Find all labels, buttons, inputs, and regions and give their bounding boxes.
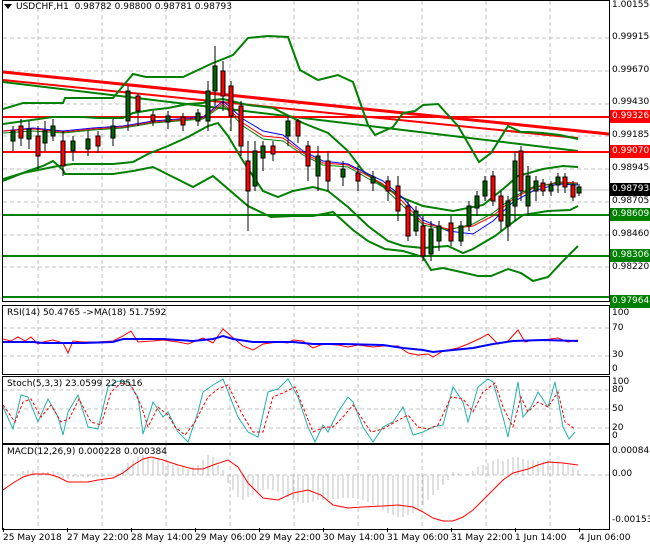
stoch-axis-label: 0 <box>612 431 618 441</box>
rsi-axis-label: 0 <box>612 364 618 374</box>
time-tick <box>515 528 516 532</box>
macd-axis-label: 0.000843 <box>612 446 650 456</box>
price-axis-label: 0.98945 <box>612 163 650 173</box>
time-tick <box>131 528 132 532</box>
rsi-axis-label: 70 <box>612 323 624 333</box>
rsi-axis-label: 30 <box>612 350 624 360</box>
price-axis-label: 0.99670 <box>612 65 650 75</box>
price-axis-label: 0.98220 <box>612 262 650 272</box>
time-tick <box>387 528 388 532</box>
macd-axis-label: 0.00 <box>612 469 633 479</box>
stoch-axis-label: 20 <box>612 423 624 433</box>
time-tick <box>579 528 580 532</box>
time-tick <box>451 528 452 532</box>
time-axis-label: 4 Jun 06:00 <box>579 533 631 543</box>
resistance-level-tag: 0.99326 <box>610 110 650 123</box>
stoch-axis-label: 50 <box>612 404 624 414</box>
price-axis-label: 1.00155 <box>612 0 650 10</box>
price-axis-label: 0.99430 <box>612 97 650 107</box>
time-tick <box>259 528 260 532</box>
stoch-chart-svg <box>3 377 609 443</box>
time-axis-label: 25 May 2018 <box>3 533 62 543</box>
time-axis-label: 29 May 22:00 <box>259 533 321 543</box>
main-price-pane[interactable] <box>2 0 610 302</box>
time-axis-label: 1 Jun 14:00 <box>515 533 567 543</box>
price-axis-label: 0.99185 <box>612 130 650 140</box>
triangle-down-icon[interactable] <box>4 4 12 9</box>
time-axis-label: 27 May 22:00 <box>67 533 129 543</box>
current-price-tag: 0.98793 <box>610 183 650 196</box>
stochastic-pane[interactable]: Stoch(5,3,3) 23.0599 22.9516 <box>2 376 610 444</box>
chart-header: USDCHF,H1 0.98782 0.98800 0.98781 0.9879… <box>4 2 232 12</box>
rsi-axis-label: 100 <box>612 308 630 318</box>
time-tick <box>323 528 324 532</box>
rsi-label: RSI(14) 50.4765 ->MA(18) 51.7592 <box>7 308 167 318</box>
price-axis-label: 0.98460 <box>612 229 650 239</box>
time-axis-label: 30 May 14:00 <box>323 533 385 543</box>
price-chart-svg <box>3 1 609 301</box>
ohlc-values: 0.98782 0.98800 0.98781 0.98793 <box>74 2 233 12</box>
rsi-chart-svg <box>3 306 609 374</box>
rsi-pane[interactable]: RSI(14) 50.4765 ->MA(18) 51.7592 <box>2 305 610 375</box>
symbol-label: USDCHF,H1 <box>16 2 69 12</box>
time-tick <box>67 528 68 532</box>
macd-label: MACD(12,26,9) 0.000228 0.000384 <box>7 447 167 457</box>
macd-chart-svg <box>3 445 609 529</box>
price-axis-label: 0.99915 <box>612 32 650 42</box>
time-axis-label: 29 May 06:00 <box>195 533 257 543</box>
stoch-axis-label: 100 <box>612 377 630 387</box>
candles <box>10 46 582 261</box>
price-axis-label: 0.98705 <box>612 196 650 206</box>
time-axis-label: 28 May 14:00 <box>131 533 193 543</box>
time-tick <box>3 528 4 532</box>
support-level-tag: 0.97964 <box>610 295 650 308</box>
stoch-axis-label: 80 <box>612 385 624 395</box>
time-axis-label: 31 May 22:00 <box>451 533 513 543</box>
resistance-level-tag: 0.99070 <box>610 145 650 158</box>
time-tick <box>195 528 196 532</box>
macd-axis-label: -0.001533 <box>612 515 650 525</box>
stoch-label: Stoch(5,3,3) 23.0599 22.9516 <box>7 379 143 389</box>
macd-pane[interactable]: MACD(12,26,9) 0.000228 0.000384 <box>2 444 610 530</box>
support-level-tag: 0.98609 <box>610 208 650 221</box>
macd-histogram <box>22 455 579 517</box>
support-level-tag: 0.98306 <box>610 249 650 262</box>
time-axis-label: 31 May 06:00 <box>387 533 449 543</box>
